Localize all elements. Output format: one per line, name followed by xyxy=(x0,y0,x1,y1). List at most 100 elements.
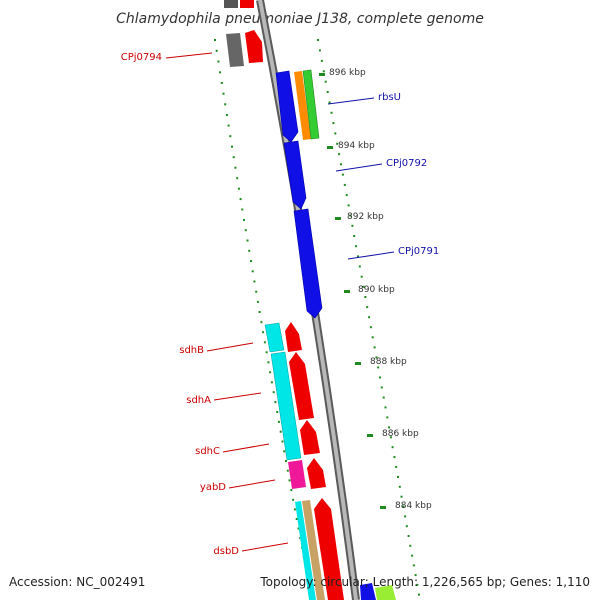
scale-dot xyxy=(260,321,263,324)
scale-dot xyxy=(224,103,227,106)
scale-dot xyxy=(269,371,272,374)
gene-bottom-blue[interactable] xyxy=(360,583,376,600)
scale-dot xyxy=(232,156,235,159)
label-dsbd[interactable]: dsbD xyxy=(213,546,239,557)
scale-dot xyxy=(288,479,291,482)
scale-dot xyxy=(220,82,223,84)
gene-dsbd[interactable] xyxy=(314,498,344,600)
scale-dot xyxy=(293,508,296,511)
gene-cpj0793[interactable] xyxy=(275,70,299,143)
genome-summary-text: Topology: circular; Length: 1,226,565 bp… xyxy=(259,575,590,589)
tick-886: 886 kbp xyxy=(382,429,419,439)
scale-dot xyxy=(283,450,286,453)
tick-890: 890 kbp xyxy=(358,285,395,295)
scale-dot xyxy=(239,198,242,201)
scale-dot xyxy=(248,249,251,252)
label-yabd[interactable]: yabD xyxy=(200,482,226,493)
scale-dot xyxy=(234,166,237,169)
scale-dot xyxy=(272,391,275,394)
scale-dot xyxy=(253,280,256,283)
scale-dot xyxy=(393,456,396,459)
scale-dot xyxy=(324,80,327,83)
label-rbsu[interactable]: rbsU xyxy=(378,92,401,103)
scale-dot xyxy=(317,39,319,41)
scale-dot xyxy=(358,265,361,268)
scale-dot xyxy=(214,39,216,41)
gene-sdha-cyan[interactable] xyxy=(270,351,302,461)
scale-dot xyxy=(274,401,277,404)
gene-cpj0794-red[interactable] xyxy=(245,30,263,63)
scale-dot xyxy=(362,285,365,288)
gene-cpj0791[interactable] xyxy=(293,208,323,319)
scale-dot xyxy=(357,255,359,258)
scale-dot xyxy=(364,296,367,298)
scale-dot xyxy=(388,426,391,429)
major-tick-mark xyxy=(335,217,341,220)
major-tick-mark xyxy=(344,290,350,293)
scale-dot xyxy=(341,173,344,176)
scale-dot xyxy=(250,260,252,263)
label-sdhb[interactable]: sdhB xyxy=(179,345,204,356)
gene-cpj0794-gray[interactable] xyxy=(226,33,244,67)
gene-yabd-magenta[interactable] xyxy=(288,460,306,489)
scale-dot xyxy=(267,361,270,364)
scale-dot xyxy=(384,406,387,409)
gene-dsbd-cyan[interactable] xyxy=(295,501,316,600)
scale-dot xyxy=(366,306,369,309)
scale-dot xyxy=(343,183,346,186)
gene-sdhc[interactable] xyxy=(300,420,320,455)
label-cpj0792[interactable]: CPj0792 xyxy=(386,158,427,169)
scale-dot xyxy=(263,341,266,344)
scale-dots xyxy=(214,39,420,596)
map-title: Chlamydophila pneumoniae J138, complete … xyxy=(116,11,484,27)
tick-892: 892 kbp xyxy=(347,212,384,222)
scale-dot xyxy=(231,145,233,148)
scale-dot xyxy=(290,489,293,492)
scale-dot xyxy=(373,346,376,349)
scale-dot xyxy=(330,111,333,114)
label-sdha[interactable]: sdhA xyxy=(186,395,211,406)
scale-dot xyxy=(377,366,380,369)
tick-888: 888 kbp xyxy=(370,357,407,367)
gene-sdhb-cyan[interactable] xyxy=(264,322,285,353)
gene-dsbd-tan[interactable] xyxy=(302,500,325,600)
scale-dot xyxy=(256,300,259,303)
scale-dot xyxy=(375,356,378,359)
scale-dot xyxy=(380,386,383,389)
scale-dot xyxy=(227,124,230,127)
scale-dot xyxy=(407,535,410,537)
label-sdhc[interactable]: sdhC xyxy=(195,446,220,457)
scale-dot xyxy=(328,101,331,104)
gene-yabd[interactable] xyxy=(307,458,326,489)
scale-dot xyxy=(215,49,218,52)
gene-rbsu-green[interactable] xyxy=(302,69,320,140)
scale-dot xyxy=(222,92,225,95)
scale-dot xyxy=(382,396,385,399)
scale-dot xyxy=(286,469,289,472)
scale-dot xyxy=(262,331,265,334)
label-cpj0794[interactable]: CPj0794 xyxy=(121,52,162,63)
major-tick-mark xyxy=(355,362,361,365)
scale-dot xyxy=(412,564,415,567)
scale-dot xyxy=(405,525,408,528)
scale-dot xyxy=(409,544,412,547)
gene-sdhb[interactable] xyxy=(285,322,302,352)
gene-rbsu-orange[interactable] xyxy=(294,71,311,140)
label-cpj0791[interactable]: CPj0791 xyxy=(398,246,439,257)
gene-bottom-lime[interactable] xyxy=(375,585,396,600)
scale-dot xyxy=(297,527,300,530)
scale-dot xyxy=(334,132,337,135)
scale-dot xyxy=(265,351,268,354)
accession-text: Accession: NC_002491 xyxy=(9,575,145,589)
major-tick-mark xyxy=(319,73,325,76)
scale-dot xyxy=(219,71,222,74)
gene-sdha[interactable] xyxy=(289,352,314,420)
tick-884: 884 kbp xyxy=(395,501,432,511)
scale-ticks: 896 kbp 894 kbp 892 kbp 890 kbp 888 kbp … xyxy=(329,68,432,511)
scale-dot xyxy=(243,218,245,221)
scale-dot xyxy=(379,376,381,379)
major-tick-mark xyxy=(327,146,333,149)
scale-dot xyxy=(279,430,282,433)
gene-cpj0792[interactable] xyxy=(283,140,307,210)
scale-dot xyxy=(237,187,240,190)
